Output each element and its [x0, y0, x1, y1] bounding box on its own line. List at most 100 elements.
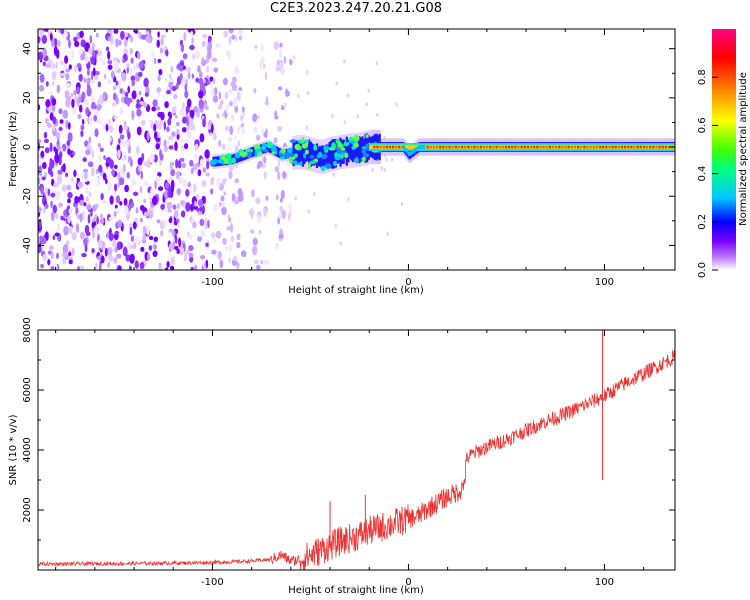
noise-speck	[123, 48, 129, 55]
noise-speck	[168, 73, 172, 79]
noise-speck	[189, 256, 194, 263]
noise-speck	[120, 169, 125, 180]
noise-speck	[380, 166, 383, 170]
signal-blob	[240, 151, 248, 157]
noise-speck	[40, 150, 45, 158]
noise-speck	[114, 61, 120, 71]
noise-speck	[60, 60, 64, 65]
snr-series-line	[38, 349, 675, 570]
signal-blob	[301, 143, 308, 149]
noise-speck	[283, 102, 287, 109]
noise-speck	[72, 151, 76, 156]
noise-speck	[39, 85, 45, 92]
noise-speck	[202, 40, 206, 47]
noise-speck	[117, 79, 122, 90]
noise-speck	[187, 29, 192, 33]
noise-speck	[177, 160, 181, 169]
noise-speck	[140, 34, 147, 40]
noise-speck	[250, 229, 255, 234]
noise-speck	[115, 210, 121, 215]
noise-speck	[122, 89, 126, 95]
noise-speck	[306, 70, 309, 75]
noise-speck	[67, 148, 71, 155]
signal-band	[331, 139, 334, 169]
noise-speck	[173, 209, 179, 219]
noise-speck	[376, 112, 379, 117]
noise-speck	[263, 259, 269, 265]
noise-speck	[217, 103, 223, 111]
carrier-dip	[403, 146, 406, 151]
noise-speck	[279, 49, 283, 59]
carrier-core	[564, 145, 567, 149]
noise-speck	[128, 223, 134, 230]
noise-speck	[107, 79, 112, 85]
noise-speck	[100, 255, 105, 264]
carrier-core	[664, 145, 667, 149]
noise-speck	[38, 177, 41, 185]
noise-speck	[96, 177, 101, 184]
noise-speck	[165, 29, 169, 33]
carrier-core	[536, 145, 539, 149]
noise-speck	[339, 241, 342, 246]
noise-speck	[179, 61, 185, 67]
noise-speck	[261, 128, 265, 136]
noise-speck	[65, 99, 71, 108]
noise-speck	[206, 65, 210, 74]
carrier-core	[439, 145, 442, 149]
noise-speck	[285, 88, 289, 98]
carrier-dip	[413, 148, 416, 153]
noise-speck	[132, 221, 137, 230]
carrier-core	[373, 145, 376, 149]
noise-speck	[187, 72, 191, 80]
noise-speck	[202, 167, 207, 173]
noise-speck	[273, 137, 278, 144]
noise-speck	[49, 245, 54, 251]
noise-speck	[62, 163, 66, 173]
noise-speck	[136, 108, 142, 117]
noise-speck	[274, 110, 278, 119]
noise-speck	[73, 36, 78, 42]
noise-speck	[386, 231, 389, 236]
noise-speck	[228, 216, 232, 223]
carrier-core	[448, 145, 451, 149]
carrier-core	[589, 145, 592, 149]
noise-speck	[137, 157, 143, 166]
noise-speck	[86, 204, 92, 211]
noise-speck	[114, 246, 118, 253]
carrier-core	[551, 145, 555, 149]
noise-speck	[119, 134, 125, 140]
noise-speck	[196, 207, 200, 212]
signal-blob	[212, 158, 218, 164]
noise-speck	[212, 95, 219, 103]
signal-blob	[354, 157, 359, 164]
noise-speck	[151, 51, 155, 58]
noise-speck	[57, 144, 61, 151]
noise-speck	[281, 209, 286, 219]
carrier-dip	[417, 145, 420, 150]
noise-speck	[175, 121, 180, 127]
noise-speck	[261, 163, 266, 169]
noise-speck	[166, 90, 172, 95]
signal-blob	[337, 154, 342, 158]
noise-speck	[128, 265, 132, 270]
noise-speck	[64, 55, 69, 64]
noise-speck	[92, 67, 96, 77]
x-tick-label: -100	[201, 577, 224, 588]
carrier-core	[451, 145, 454, 149]
noise-speck	[100, 192, 104, 201]
noise-speck	[187, 234, 193, 239]
noise-speck	[108, 125, 113, 132]
noise-speck	[65, 240, 70, 245]
noise-speck	[184, 90, 189, 99]
noise-speck	[151, 106, 156, 112]
noise-speck	[211, 232, 216, 239]
noise-speck	[261, 42, 264, 53]
noise-speck	[93, 75, 99, 80]
noise-speck	[206, 161, 210, 170]
noise-speck	[50, 171, 54, 178]
noise-speck	[263, 170, 267, 180]
noise-speck	[256, 214, 261, 224]
signal-blob	[301, 137, 305, 144]
y-tick-label: 20	[22, 91, 33, 104]
noise-speck	[114, 164, 118, 170]
